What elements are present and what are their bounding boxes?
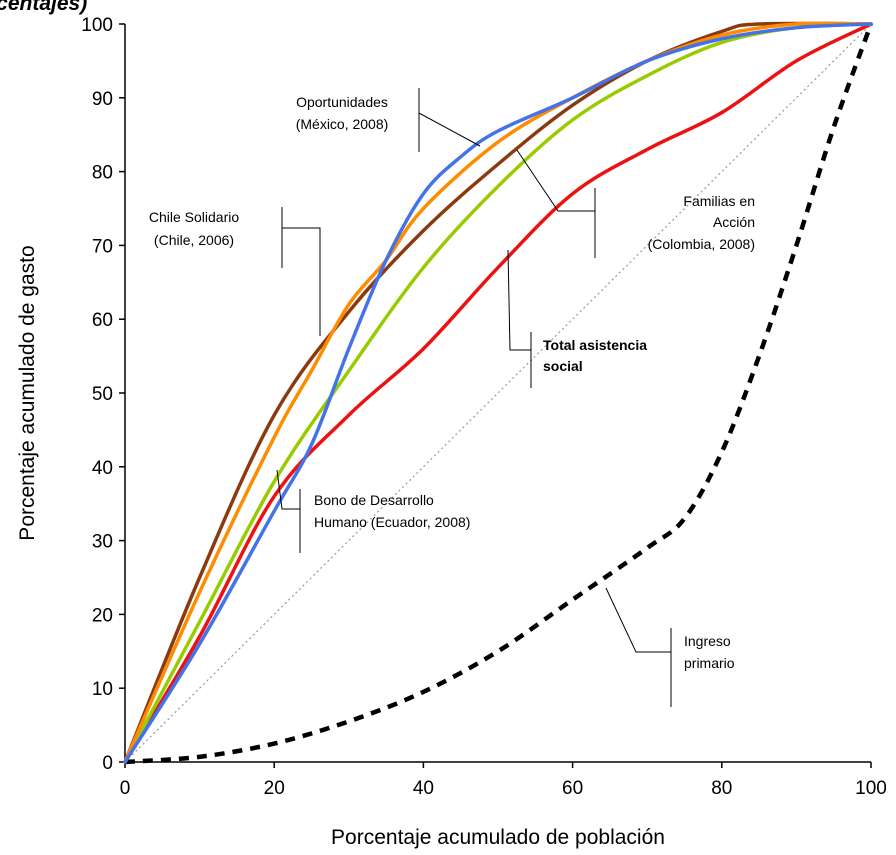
series-line-4 [123,22,873,764]
series-line-5 [124,23,874,765]
annotation-ingreso-line1: Ingreso [684,633,731,649]
annotation-chile-leader-arm [282,227,321,336]
annotation-total-asistencia: Total asistencia social [507,249,647,388]
y-tick-label: 70 [92,236,113,257]
annotation-ingreso-primario: Ingreso primario [605,587,735,707]
y-tick-label: 30 [92,532,113,553]
annotation-familias-line3: (Colombia, 2008) [648,236,755,252]
y-tick-label: 90 [92,89,113,110]
y-axis-title: Porcentaje acumulado de gasto [16,245,39,540]
annotation-familias-line2: Acción [713,214,755,230]
y-tick-label: 50 [92,384,113,405]
annotation-ingreso-line2: primario [684,655,735,671]
annotation-total-line1: Total asistencia [543,337,647,353]
y-tick-label: 60 [92,310,113,331]
annotation-oportunidades-line2: (México, 2008) [296,116,389,132]
annotation-chile-solidario: Chile Solidario (Chile, 2006) [149,207,321,336]
annotation-bono-line1: Bono de Desarrollo [314,492,434,508]
series-line-0 [123,22,873,764]
x-tick-label: 0 [120,778,131,799]
y-tick-label: 20 [92,605,113,626]
series-line-2 [123,22,873,764]
annotation-total-leader-arm [507,249,531,351]
y-tick-label: 0 [102,753,113,774]
annotation-familias-line1: Familias en [683,193,755,209]
x-axis-title: Porcentaje acumulado de población [331,826,665,849]
x-tick-label: 40 [413,778,434,799]
annotation-oportunidades-line1: Oportunidades [296,94,388,110]
annotation-chile-line1: Chile Solidario [149,209,239,225]
annotation-total-line2: social [543,358,583,374]
series-layer [123,21,874,765]
annotation-ingreso-leader-arm [605,587,671,653]
annotation-familias: Familias en Acción (Colombia, 2008) [516,149,755,258]
y-tick-label: 80 [92,163,113,184]
annotation-oportunidades-leader-arm [418,112,481,147]
annotation-bono-leader-arm [276,469,300,510]
x-tick-label: 80 [711,778,732,799]
series-line-6 [124,23,872,763]
annotation-familias-leader-arm [516,149,595,212]
annotation-chile-line2: (Chile, 2006) [154,232,234,248]
annotation-bono: Bono de Desarrollo Humano (Ecuador, 2008… [276,469,470,553]
x-tick-label: 20 [264,778,285,799]
x-tick-label: 100 [855,778,887,799]
x-tick-label: 60 [562,778,583,799]
y-axis-ticks: 0 10 20 30 40 50 60 70 80 90 100 [81,15,125,774]
y-tick-label: 10 [92,679,113,700]
y-tick-label: 100 [81,15,113,36]
series-line-1 [123,21,873,764]
y-tick-label: 40 [92,458,113,479]
annotation-bono-line2: Humano (Ecuador, 2008) [314,514,470,530]
chart-title: rcentajes) [0,0,87,15]
annotation-oportunidades: Oportunidades (México, 2008) [296,88,481,152]
x-axis-ticks: 0 20 40 60 80 100 [120,762,887,799]
series-line-3 [123,21,873,764]
